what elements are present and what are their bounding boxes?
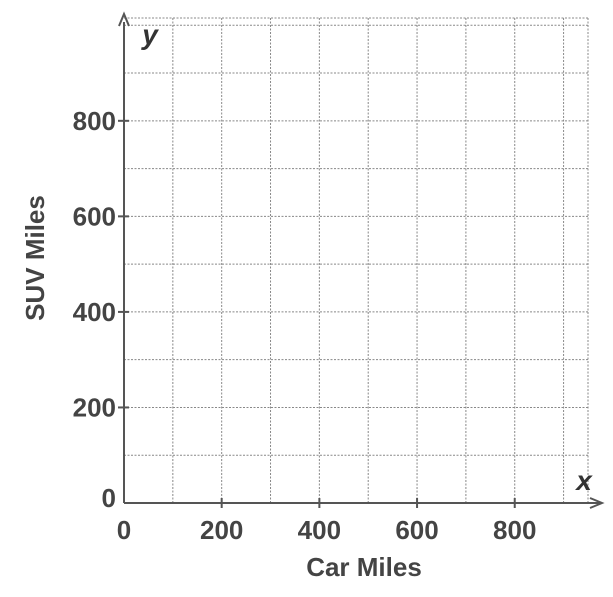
x-axis-arrow	[589, 497, 605, 509]
grid	[124, 17, 589, 503]
y-axis-variable-label: y	[140, 19, 159, 50]
x-tick-label: 400	[298, 515, 341, 545]
y-axis-arrow	[118, 11, 130, 27]
y-tick-label: 600	[73, 201, 116, 231]
x-tick-label: 0	[117, 515, 131, 545]
x-tick-label: 800	[493, 515, 536, 545]
y-axis-title: SUV Miles	[20, 195, 50, 321]
y-tick-label: 800	[73, 106, 116, 136]
y-tick-label: 0	[102, 483, 116, 513]
x-tick-label: 200	[200, 515, 243, 545]
x-axis-variable-label: x	[574, 465, 593, 496]
y-tick-label: 400	[73, 297, 116, 327]
y-tick-label: 200	[73, 392, 116, 422]
axes	[118, 11, 605, 509]
ticks: 0 200 400 600 800 0 200 400 600 800	[73, 106, 537, 545]
x-axis-title: Car Miles	[306, 552, 422, 582]
x-tick-label: 600	[395, 515, 438, 545]
